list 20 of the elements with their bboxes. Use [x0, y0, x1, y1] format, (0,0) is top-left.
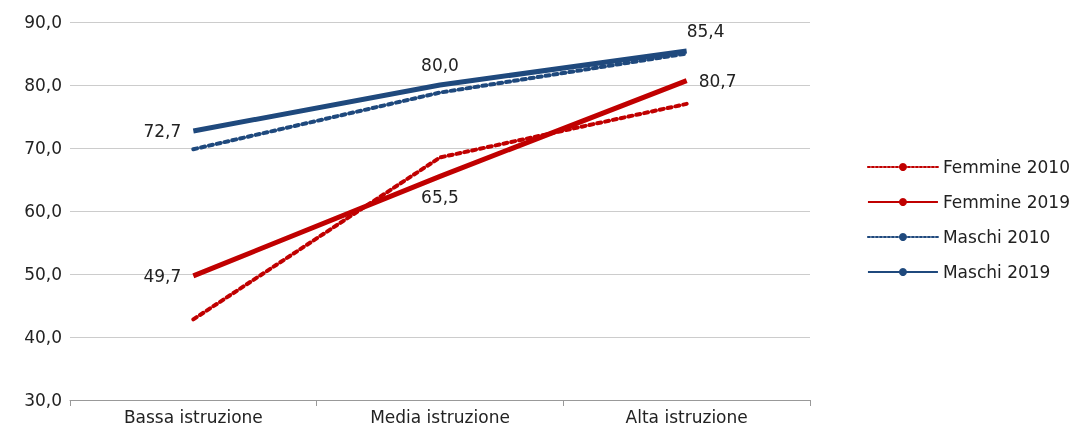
legend-label: Femmine 2010 — [942, 157, 1071, 177]
data-label: 85,4 — [686, 21, 725, 42]
x-tick-label: Alta istruzione — [625, 406, 748, 427]
data-label: 80,0 — [421, 54, 459, 75]
data-label: 65,5 — [421, 186, 459, 207]
y-tick-label: 40,0 — [24, 327, 62, 347]
y-tick-label: 80,0 — [24, 75, 62, 95]
legend-label: Femmine 2019 — [942, 192, 1071, 212]
x-tick-label: Media istruzione — [370, 406, 510, 427]
data-label: 72,7 — [143, 120, 182, 141]
y-tick-label: 70,0 — [24, 138, 62, 158]
data-label: 80,7 — [698, 70, 737, 91]
y-tick-label: 30,0 — [24, 390, 62, 410]
legend-label: Maschi 2019 — [942, 262, 1051, 282]
y-tick-label: 90,0 — [24, 12, 62, 32]
data-label: 49,7 — [143, 265, 182, 286]
y-tick-label: 50,0 — [24, 264, 62, 284]
y-tick-label: 60,0 — [24, 201, 62, 221]
legend-label: Maschi 2010 — [942, 227, 1051, 247]
x-tick-label: Bassa istruzione — [123, 406, 263, 427]
